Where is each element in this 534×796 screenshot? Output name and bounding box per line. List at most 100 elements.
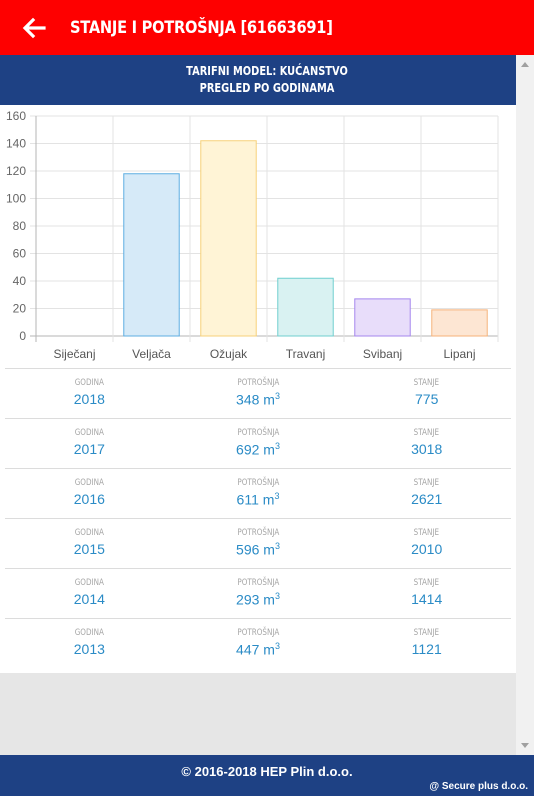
unit-label: m [258,491,275,508]
consumption-label: POTROŠNJA [237,528,279,538]
table-row: GODINA 2016 POTROŠNJA 611 m3 STANJE 2621 [5,468,511,518]
year-number: 2018 [73,391,105,407]
tariff-banner: TARIFNI MODEL: KUĆANSTVO PREGLED PO GODI… [0,55,534,105]
state-cell: STANJE 1121 [342,619,511,668]
state-value: 2010 [342,541,511,557]
state-value: 3018 [342,441,511,457]
unit-label: m [259,441,275,458]
year-cell: GODINA 2014 [5,569,174,618]
consumption-chart: 0 20 40 60 80 100 120 140 160 Siječanj Veljača Ožuj… [6,109,499,361]
state-number: 2010 [411,541,443,557]
consumption-number: 348 [236,391,260,408]
state-number: 775 [415,391,439,407]
table-row: GODINA 2013 POTROŠNJA 447 m3 STANJE 1121 [5,618,511,668]
consumption-cell: POTROŠNJA 692 m3 [174,419,343,468]
unit-label: m [259,591,275,608]
consumption-value: 293 m3 [174,591,343,608]
year-cell: GODINA 2018 [5,369,174,418]
y-tick-label: 0 [19,329,26,343]
state-cell: STANJE 3018 [342,419,511,468]
arrow-left-icon [22,17,46,38]
bar-5 [354,298,411,337]
state-number: 2621 [411,491,443,507]
unit-label: m [259,641,275,658]
scrollbar[interactable] [516,55,534,755]
state-label: STANJE [413,378,440,388]
unit-exponent: 3 [274,541,280,551]
year-label: GODINA [74,578,104,588]
main-content[interactable]: 0 20 40 60 80 100 120 140 160 Siječanj Veljača Ožuj… [0,105,516,755]
consumption-cell: POTROŠNJA 596 m3 [174,519,343,568]
consumption-number: 447 [236,641,260,658]
unit-exponent: 3 [274,441,280,451]
consumption-value: 692 m3 [174,441,343,458]
year-value: 2016 [5,491,174,507]
year-number: 2013 [73,641,105,657]
x-tick-label: Travanj [286,347,326,361]
consumption-number: 611 [236,491,259,508]
y-tick-label: 80 [13,219,27,233]
state-label: STANJE [413,628,440,638]
bar-6 [431,309,488,337]
consumption-label: POTROŠNJA [237,628,279,638]
consumption-label: POTROŠNJA [237,578,279,588]
credit-text: @ Secure plus d.o.o. [429,781,528,792]
x-tick-label: Ožujak [210,347,248,361]
y-tick-label: 160 [6,109,26,123]
overview-label: PREGLED PO GODINAMA [199,81,335,95]
year-number: 2015 [73,541,105,557]
state-label: STANJE [413,528,440,538]
year-number: 2014 [73,591,105,607]
state-label: STANJE [413,578,440,588]
year-value: 2015 [5,541,174,557]
year-label: GODINA [74,528,104,538]
yearly-table: GODINA 2018 POTROŠNJA 348 m3 STANJE 775 GODINA… [5,368,511,668]
consumption-label: POTROŠNJA [237,428,279,438]
table-row: GODINA 2018 POTROŠNJA 348 m3 STANJE 775 [5,368,511,418]
scroll-up-arrow-icon[interactable] [521,62,529,67]
consumption-value: 447 m3 [174,641,343,658]
y-tick-label: 100 [6,192,26,206]
x-tick-label: Svibanj [363,347,402,361]
bar-2 [123,173,180,337]
year-cell: GODINA 2017 [5,419,174,468]
unit-label: m [259,541,275,558]
state-cell: STANJE 1414 [342,569,511,618]
state-cell: STANJE 2621 [342,469,511,518]
consumption-label: POTROŠNJA [237,378,279,388]
back-button[interactable] [18,12,50,44]
consumption-number: 596 [236,541,260,558]
state-number: 3018 [411,441,443,457]
page-title: Stanje i potrošnja [61663691] [70,17,333,38]
state-value: 2621 [342,491,511,507]
x-tick-label: Siječanj [53,347,95,361]
unit-exponent: 3 [274,591,280,601]
year-label: GODINA [74,428,104,438]
scroll-down-arrow-icon[interactable] [521,743,529,748]
table-row: GODINA 2017 POTROŠNJA 692 m3 STANJE 3018 [5,418,511,468]
consumption-cell: POTROŠNJA 348 m3 [174,369,343,418]
x-tick-label: Veljača [132,347,171,361]
state-value: 1121 [342,641,511,657]
state-label: STANJE [413,428,440,438]
table-row: GODINA 2014 POTROŠNJA 293 m3 STANJE 1414 [5,568,511,618]
state-number: 1121 [411,641,442,657]
year-cell: GODINA 2015 [5,519,174,568]
state-value: 775 [342,391,511,407]
year-value: 2013 [5,641,174,657]
state-value: 1414 [342,591,511,607]
consumption-value: 348 m3 [174,391,343,408]
consumption-cell: POTROŠNJA 611 m3 [174,469,343,518]
year-label: GODINA [74,628,104,638]
year-value: 2017 [5,441,174,457]
year-value: 2014 [5,591,174,607]
unit-exponent: 3 [274,491,280,501]
y-tick-label: 20 [13,302,27,316]
tariff-model-label: TARIFNI MODEL: KUĆANSTVO [186,64,348,78]
year-label: GODINA [74,478,104,488]
content-panel: 0 20 40 60 80 100 120 140 160 Siječanj Veljača Ožuj… [0,105,516,673]
y-tick-label: 120 [6,164,26,178]
x-tick-label: Lipanj [443,347,475,361]
unit-exponent: 3 [274,641,280,651]
bar-3 [200,140,257,337]
